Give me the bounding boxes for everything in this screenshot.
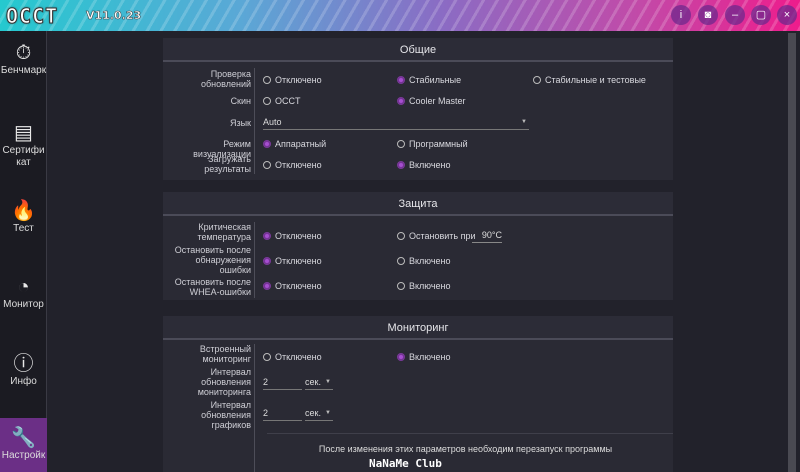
radio-icon — [397, 161, 405, 169]
render-sw-radio[interactable]: Программный — [397, 139, 468, 149]
crit-temp-label: Критическая температура — [197, 222, 251, 242]
divider — [267, 433, 673, 434]
graph-interval-label: Интервал обновления графиков — [201, 400, 251, 430]
radio-icon — [397, 232, 405, 240]
builtin-on-radio[interactable]: Включено — [397, 352, 451, 362]
radio-icon — [263, 232, 271, 240]
upload-on-radio[interactable]: Включено — [397, 160, 451, 170]
section-title: Мониторинг — [163, 316, 673, 340]
info-icon: ⓘ — [13, 353, 34, 375]
builtin-off-radio[interactable]: Отключено — [263, 352, 322, 362]
sidebar-item-settings[interactable]: 🔧 Настройк — [0, 418, 47, 472]
divider — [254, 344, 255, 472]
sidebar-item-certificate[interactable]: ▤ Сертифи кат — [0, 121, 47, 169]
error-on-radio[interactable]: Включено — [397, 256, 451, 266]
error-label: Остановить после обнаружения ошибки — [174, 245, 251, 275]
protection-section: Защита Критическая температура Отключено… — [163, 192, 673, 300]
radio-icon — [263, 76, 271, 84]
radio-icon — [263, 257, 271, 265]
radio-icon — [397, 282, 405, 290]
radio-icon — [397, 257, 405, 265]
minimize-icon[interactable]: – — [725, 5, 745, 25]
builtin-label: Встроенный мониторинг — [199, 344, 251, 364]
radio-icon — [263, 282, 271, 290]
whea-off-radio[interactable]: Отключено — [263, 281, 322, 291]
chevron-down-icon: ▼ — [325, 410, 331, 416]
graph-interval-unit-select[interactable]: сек. ▼ — [305, 408, 333, 421]
restart-note: После изменения этих параметров необходи… — [318, 444, 613, 454]
crit-stop-radio[interactable]: Остановить при — [397, 231, 476, 241]
language-label: Язык — [229, 118, 251, 128]
radio-icon — [397, 76, 405, 84]
wrench-icon: 🔧 — [11, 427, 36, 449]
flame-icon: 🔥 — [11, 200, 36, 222]
info-icon[interactable]: i — [671, 5, 691, 25]
radio-icon — [397, 353, 405, 361]
whea-label: Остановить после WHEA-ошибки — [174, 277, 251, 297]
close-icon[interactable]: × — [777, 5, 797, 25]
updates-off-radio[interactable]: Отключено — [263, 75, 322, 85]
radio-icon — [263, 140, 271, 148]
sidebar-item-test[interactable]: 🔥 Тест — [0, 199, 47, 234]
certificate-icon: ▤ — [14, 122, 33, 144]
chevron-down-icon: ▼ — [325, 379, 331, 385]
graph-interval-input[interactable]: 2 — [263, 408, 302, 421]
watermark: NaNaMe Club — [369, 457, 442, 470]
app-version: V11.0.23 — [86, 9, 142, 23]
radio-icon — [263, 161, 271, 169]
section-title: Защита — [163, 192, 673, 216]
sidebar-item-info[interactable]: ⓘ Инфо — [0, 352, 47, 387]
whea-on-radio[interactable]: Включено — [397, 281, 451, 291]
sidebar: ⏱ Бенчмарк ▤ Сертифи кат 🔥 Тест ◔ Монитор ⓘ И… — [0, 31, 47, 472]
maximize-icon[interactable]: ▢ — [751, 5, 771, 25]
radio-icon — [263, 353, 271, 361]
app-logo: OCCT — [5, 4, 59, 29]
upload-label: Загружать результаты — [204, 154, 251, 174]
divider — [254, 222, 255, 298]
skin-label: Скин — [230, 96, 251, 106]
language-select[interactable]: Auto ▼ — [263, 117, 529, 130]
crit-temp-input[interactable]: 90°C — [472, 230, 502, 243]
divider — [254, 68, 255, 174]
render-hw-radio[interactable]: Аппаратный — [263, 139, 326, 149]
error-off-radio[interactable]: Отключено — [263, 256, 322, 266]
skin-occt-radio[interactable]: OCCT — [263, 96, 301, 106]
updates-stable-radio[interactable]: Стабильные — [397, 75, 461, 85]
cooler-master-pattern — [0, 0, 800, 31]
skin-coolermaster-radio[interactable]: Cooler Master — [397, 96, 466, 106]
radio-icon — [397, 97, 405, 105]
general-section: Общие Проверка обновлений Отключено Стаб… — [163, 38, 673, 180]
crit-off-radio[interactable]: Отключено — [263, 231, 322, 241]
radio-icon — [263, 97, 271, 105]
stopwatch-icon: ⏱ — [15, 42, 32, 64]
title-bar: OCCT V11.0.23 i ◙ – ▢ × — [0, 0, 800, 31]
mon-interval-input[interactable]: 2 — [263, 377, 302, 390]
radio-icon — [397, 140, 405, 148]
radio-icon — [533, 76, 541, 84]
section-title: Общие — [163, 38, 673, 62]
sidebar-item-benchmark[interactable]: ⏱ Бенчмарк — [0, 42, 47, 76]
sidebar-item-monitor[interactable]: ◔ Монитор — [0, 275, 47, 310]
gauge-icon: ◔ — [17, 276, 30, 298]
updates-beta-radio[interactable]: Стабильные и тестовые — [533, 75, 646, 85]
chevron-down-icon: ▼ — [521, 119, 527, 125]
upload-off-radio[interactable]: Отключено — [263, 160, 322, 170]
monitoring-section: Мониторинг Встроенный мониторинг Отключе… — [163, 316, 673, 472]
scrollbar[interactable] — [788, 33, 796, 472]
mon-interval-label: Интервал обновления мониторинга — [197, 367, 251, 397]
render-label: Режим визуализации — [193, 139, 251, 159]
updates-label: Проверка обновлений — [201, 69, 251, 89]
camera-icon[interactable]: ◙ — [698, 5, 718, 25]
mon-interval-unit-select[interactable]: сек. ▼ — [305, 377, 333, 390]
